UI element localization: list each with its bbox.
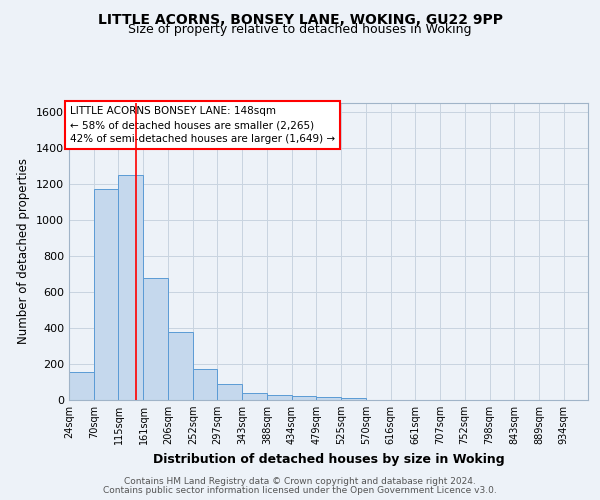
Bar	[217, 384, 242, 400]
X-axis label: Distribution of detached houses by size in Woking: Distribution of detached houses by size …	[152, 452, 505, 466]
Y-axis label: Number of detached properties: Number of detached properties	[17, 158, 31, 344]
Bar	[242, 393, 267, 400]
Bar	[69, 372, 94, 400]
Bar	[193, 370, 217, 400]
Bar	[94, 189, 118, 400]
Bar	[118, 174, 143, 400]
Text: LITTLE ACORNS BONSEY LANE: 148sqm
← 58% of detached houses are smaller (2,265)
4: LITTLE ACORNS BONSEY LANE: 148sqm ← 58% …	[70, 106, 335, 144]
Bar	[341, 398, 366, 400]
Text: Contains public sector information licensed under the Open Government Licence v3: Contains public sector information licen…	[103, 486, 497, 495]
Bar	[168, 332, 193, 400]
Bar	[292, 396, 316, 400]
Text: LITTLE ACORNS, BONSEY LANE, WOKING, GU22 9PP: LITTLE ACORNS, BONSEY LANE, WOKING, GU22…	[97, 12, 503, 26]
Text: Size of property relative to detached houses in Woking: Size of property relative to detached ho…	[128, 22, 472, 36]
Bar	[267, 395, 292, 400]
Bar	[143, 278, 168, 400]
Bar	[316, 398, 341, 400]
Text: Contains HM Land Registry data © Crown copyright and database right 2024.: Contains HM Land Registry data © Crown c…	[124, 477, 476, 486]
